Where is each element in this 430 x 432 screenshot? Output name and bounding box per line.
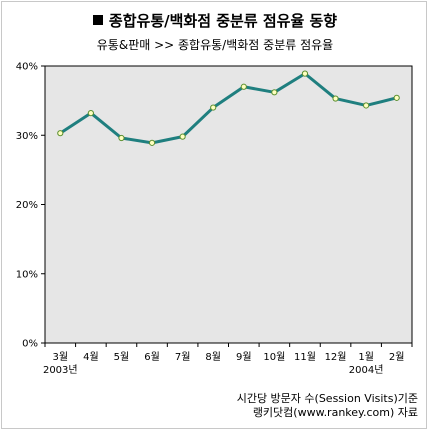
- data-point: [301, 70, 309, 77]
- data-point: [240, 83, 247, 90]
- y-tick-label: 40%: [16, 62, 38, 73]
- data-point: [148, 139, 156, 146]
- x-tick-label: 8월: [205, 351, 221, 363]
- y-tick-label: 10%: [16, 269, 38, 280]
- source-note-basis: 시간당 방문자 수(Session Visits)기준: [236, 392, 418, 405]
- x-tick-label: 11월: [294, 351, 316, 363]
- square-bullet-icon: [92, 15, 103, 25]
- y-tick-label: 30%: [16, 131, 38, 142]
- x-tick-label: 2월: [389, 351, 405, 363]
- data-point: [57, 130, 64, 137]
- x-axis: 3월 4월 5월 6월 7월 8월 9월 10월 11월 12월 1월 2월 2003년 2004년: [43, 343, 413, 376]
- x-tick-label: 7월: [175, 351, 191, 363]
- x-tick-label: 10월: [263, 351, 285, 363]
- plot-area: [44, 65, 413, 344]
- x-year-label: 2003년: [43, 364, 78, 376]
- source-note-origin: 랭키닷컴(www.rankey.com) 자료: [252, 406, 418, 419]
- x-year-label: 2004년: [349, 364, 384, 376]
- x-tick-label: 5월: [114, 351, 130, 363]
- y-tick-label: 20%: [16, 200, 38, 211]
- chart-subtitle: 유통&판매 >> 종합유통/백화점 중분류 점유율: [96, 38, 334, 52]
- data-point: [210, 104, 217, 111]
- x-tick-label: 9월: [236, 351, 252, 363]
- x-tick-label: 1월: [358, 351, 374, 363]
- data-point: [363, 102, 370, 109]
- data-point: [393, 94, 400, 101]
- data-point: [118, 134, 125, 142]
- data-point: [332, 95, 339, 102]
- chart-title-text: 종합유통/백화점 중분류 점유율 동향: [108, 12, 338, 30]
- data-point: [271, 89, 278, 96]
- y-axis: 0% 10% 20% 30% 40%: [16, 62, 45, 350]
- data-point: [87, 109, 94, 117]
- chart-title: 종합유통/백화점 중분류 점유율 동향: [0, 10, 430, 31]
- x-tick-label: 6월: [144, 351, 160, 363]
- data-point: [179, 133, 186, 140]
- x-tick-label: 12월: [325, 351, 347, 363]
- series-group: [57, 70, 400, 146]
- series-line: [58, 72, 399, 145]
- x-tick-label: 3월: [53, 351, 69, 363]
- x-tick-label: 4월: [83, 351, 99, 363]
- y-tick-label: 0%: [22, 339, 38, 350]
